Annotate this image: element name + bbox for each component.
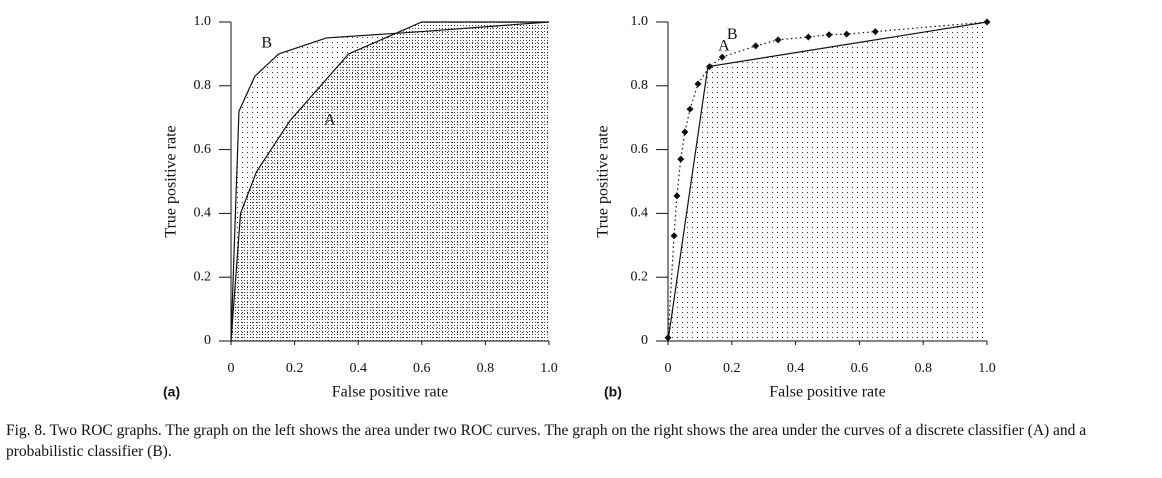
y-tick-label: 0.8 — [194, 78, 212, 93]
point-marker — [673, 192, 681, 200]
y-tick-label: 0 — [641, 333, 648, 348]
y-tick-label: 1.0 — [194, 14, 212, 29]
y-axis-title: True positive rate — [595, 125, 612, 237]
x-tick-label: 1.0 — [540, 361, 558, 376]
point-marker — [718, 53, 726, 61]
y-tick-label: 0 — [204, 333, 211, 348]
figure: 0 0.2 0.4 0.6 0.8 1.0 0 0.2 0.4 0.6 0.8 1.0 False po… — [163, 14, 996, 401]
panel-label: (b) — [604, 384, 622, 400]
curve-label: B — [261, 35, 272, 52]
point-marker — [681, 128, 689, 136]
point-marker — [677, 155, 685, 163]
y-tick-label: 1.0 — [631, 14, 649, 29]
y-tick-label: 0.8 — [631, 78, 649, 93]
x-tick-label: 0.8 — [477, 361, 495, 376]
point-marker — [774, 36, 782, 44]
y-tick-label: 0.6 — [631, 142, 649, 157]
point-marker — [752, 42, 760, 50]
x-axis-title: False positive rate — [769, 384, 885, 401]
y-tick-label: 0.6 — [194, 142, 212, 157]
point-marker — [694, 80, 702, 88]
point-marker — [804, 33, 812, 41]
curve-label: A — [324, 112, 336, 129]
roc-curve — [230, 21, 549, 342]
x-tick-label: 1.0 — [978, 361, 996, 376]
x-tick-label: 0.2 — [723, 361, 741, 376]
point-marker — [843, 30, 851, 38]
area-shading — [668, 22, 987, 341]
point-marker — [686, 105, 694, 113]
roc-curve — [230, 21, 550, 342]
curve-label: A — [718, 37, 730, 54]
y-axis-title: True positive rate — [163, 125, 180, 237]
y-tick-label: 0.2 — [631, 269, 649, 284]
point-marker — [871, 28, 879, 36]
x-tick-label: 0.4 — [787, 361, 805, 376]
x-tick-label: 0.2 — [286, 361, 304, 376]
area-shading — [231, 22, 549, 341]
x-tick-label: 0.4 — [349, 361, 367, 376]
figure-caption: Fig. 8. Two ROC graphs. The graph on the… — [6, 422, 1087, 460]
y-tick-label: 0.4 — [194, 206, 212, 221]
y-tick-label: 0.4 — [631, 206, 649, 221]
curve-label: B — [727, 26, 738, 43]
x-axis-title: False positive rate — [332, 384, 448, 401]
point-marker — [670, 232, 678, 240]
x-tick-label: 0 — [228, 361, 235, 376]
point-marker — [825, 31, 833, 39]
roc-curve — [667, 21, 988, 342]
x-tick-label: 0 — [665, 361, 672, 376]
x-tick-label: 0.8 — [914, 361, 932, 376]
x-tick-label: 0.6 — [851, 361, 869, 376]
x-tick-label: 0.6 — [413, 361, 431, 376]
y-tick-label: 0.2 — [194, 269, 212, 284]
panel-label: (a) — [163, 384, 180, 400]
